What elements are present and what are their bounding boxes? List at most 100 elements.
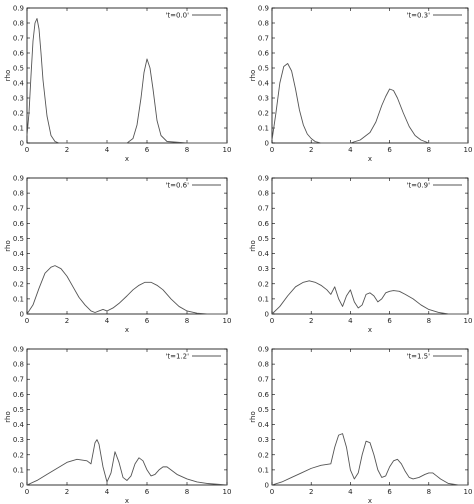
y-tick-label: 0.2	[258, 280, 269, 288]
y-axis-label: rho	[249, 240, 257, 251]
y-tick-label: 0.7	[13, 35, 24, 43]
x-tick-label: 8	[185, 317, 189, 325]
x-tick-label: 8	[427, 317, 431, 325]
x-tick-label: 10	[464, 488, 473, 496]
x-tick-label: 6	[387, 317, 392, 325]
x-tick-label: 8	[185, 146, 189, 154]
legend-label: 't=1.2'	[165, 353, 189, 361]
y-axis-label: rho	[4, 70, 12, 81]
x-tick-label: 10	[464, 146, 473, 154]
y-tick-label: 0.6	[13, 220, 25, 228]
series-line	[271, 433, 468, 486]
y-tick-label: 0.4	[13, 250, 25, 258]
x-tick-label: 4	[348, 146, 353, 154]
x-tick-label: 2	[65, 317, 69, 325]
x-tick-label: 6	[387, 488, 392, 496]
x-axis-label: x	[368, 155, 372, 163]
y-tick-label: 0.2	[258, 110, 269, 118]
x-tick-label: 6	[145, 488, 150, 496]
x-axis-label: x	[368, 326, 372, 334]
x-tick-label: 8	[185, 488, 189, 496]
y-tick-label: 0.8	[13, 190, 24, 198]
y-tick-label: 0.8	[13, 20, 24, 28]
x-tick-label: 2	[309, 317, 313, 325]
x-tick-label: 2	[65, 488, 69, 496]
x-tick-label: 2	[309, 488, 313, 496]
series-line	[271, 280, 468, 315]
legend-label: 't=0.6'	[165, 182, 189, 190]
x-tick-label: 4	[105, 488, 110, 496]
y-tick-label: 0.3	[258, 436, 269, 444]
x-axis-label: x	[125, 326, 129, 334]
plot-frame	[271, 348, 469, 486]
y-tick-label: 0.6	[258, 50, 270, 58]
y-tick-label: 0.8	[258, 361, 269, 369]
y-tick-label: 0.9	[13, 5, 24, 13]
y-tick-label: 0	[265, 140, 269, 148]
y-tick-label: 0.5	[258, 235, 269, 243]
y-tick-label: 0.3	[258, 265, 269, 273]
y-tick-label: 0.1	[258, 125, 269, 133]
y-axis-label: rho	[249, 411, 257, 422]
chart-panel-2: 0 0.1 0.2 0.3 0.4 0.5 0.6 0.7 0.8 0.9 0 2 4 6 8 10 x rho '…	[249, 5, 472, 164]
y-tick-label: 0.9	[258, 175, 269, 183]
x-tick-label: 4	[105, 317, 110, 325]
y-tick-label: 0.7	[258, 35, 269, 43]
x-tick-label: 0	[25, 488, 29, 496]
y-tick-label: 0.2	[258, 451, 269, 459]
y-tick-label: 0.8	[13, 361, 24, 369]
y-tick-label: 0.1	[13, 466, 24, 474]
x-tick-label: 0	[270, 488, 274, 496]
y-tick-label: 0.6	[258, 220, 270, 228]
y-tick-label: 0.9	[258, 5, 269, 13]
plot-frame	[26, 7, 228, 144]
x-tick-label: 10	[223, 146, 232, 154]
x-tick-label: 4	[348, 488, 353, 496]
legend-label: 't=1.5'	[406, 353, 430, 361]
x-tick-label: 10	[464, 317, 473, 325]
y-tick-label: 0.7	[258, 205, 269, 213]
y-tick-label: 0	[20, 140, 24, 148]
y-tick-label: 0.5	[258, 65, 269, 73]
x-tick-label: 8	[427, 488, 431, 496]
y-tick-label: 0.5	[13, 65, 24, 73]
x-tick-label: 6	[145, 317, 150, 325]
legend-label: 't=0.3'	[406, 12, 430, 20]
x-tick-label: 0	[25, 146, 29, 154]
y-tick-label: 0.4	[258, 250, 270, 258]
y-tick-label: 0.1	[13, 125, 24, 133]
x-tick-label: 0	[25, 317, 29, 325]
y-tick-label: 0.6	[13, 50, 25, 58]
x-axis-label: x	[368, 497, 372, 504]
y-tick-label: 0.8	[258, 190, 269, 198]
y-tick-label: 0.3	[13, 436, 24, 444]
y-tick-label: 0.2	[13, 451, 24, 459]
series-line	[26, 265, 227, 315]
x-tick-label: 10	[223, 317, 232, 325]
x-tick-label: 0	[270, 317, 274, 325]
x-tick-label: 10	[223, 488, 232, 496]
x-axis-label: x	[125, 497, 129, 504]
y-tick-label: 0	[265, 482, 269, 490]
y-tick-label: 0	[20, 311, 24, 319]
x-tick-label: 2	[309, 146, 313, 154]
chart-panel-6: 0 0.1 0.2 0.3 0.4 0.5 0.6 0.7 0.8 0.9 0 2 4 6 8 10 x rho '…	[249, 346, 472, 504]
y-tick-label: 0.5	[258, 406, 269, 414]
y-axis-label: rho	[4, 411, 12, 422]
y-tick-label: 0.5	[13, 406, 24, 414]
plot-frame	[26, 177, 228, 315]
series-line	[26, 439, 228, 486]
y-tick-label: 0.9	[13, 346, 24, 354]
y-tick-label: 0.8	[258, 20, 269, 28]
x-tick-label: 6	[145, 146, 150, 154]
y-tick-label: 0.1	[13, 295, 24, 303]
plot-frame	[26, 348, 228, 486]
plot-frame	[271, 7, 469, 144]
y-tick-label: 0.1	[258, 295, 269, 303]
y-tick-label: 0.6	[258, 391, 270, 399]
chart-panel-5: 0 0.1 0.2 0.3 0.4 0.5 0.6 0.7 0.8 0.9 0 2 4 6 8 10 x rho '…	[4, 346, 231, 504]
y-tick-label: 0.4	[13, 421, 25, 429]
y-tick-label: 0.2	[13, 110, 24, 118]
y-tick-label: 0.2	[13, 280, 24, 288]
